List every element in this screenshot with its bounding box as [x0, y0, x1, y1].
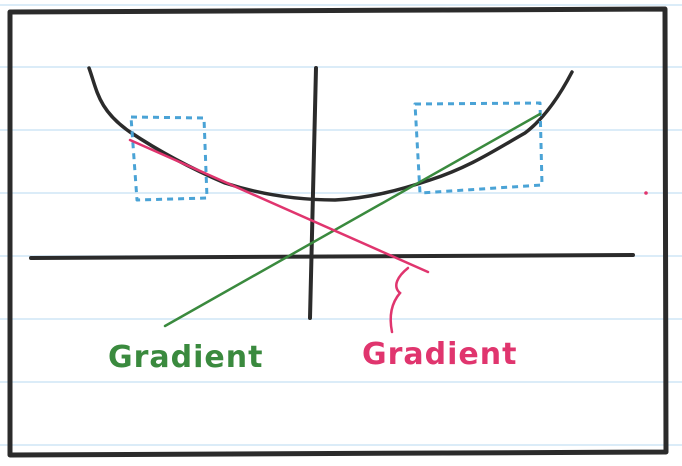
pink-label-connector — [389, 266, 410, 334]
frame-border — [7, 6, 669, 458]
left-highlight-box — [129, 115, 209, 202]
ruled-lines — [0, 4, 682, 446]
green-gradient-label: Gradient — [108, 340, 263, 375]
stray-pink-dot — [644, 191, 648, 195]
y-axis — [308, 66, 318, 320]
pink-tangent-line — [128, 138, 430, 274]
pink-gradient-label: Gradient — [362, 337, 517, 372]
loss-curve — [87, 66, 574, 202]
green-tangent-line — [163, 112, 542, 328]
x-axis — [29, 253, 635, 260]
